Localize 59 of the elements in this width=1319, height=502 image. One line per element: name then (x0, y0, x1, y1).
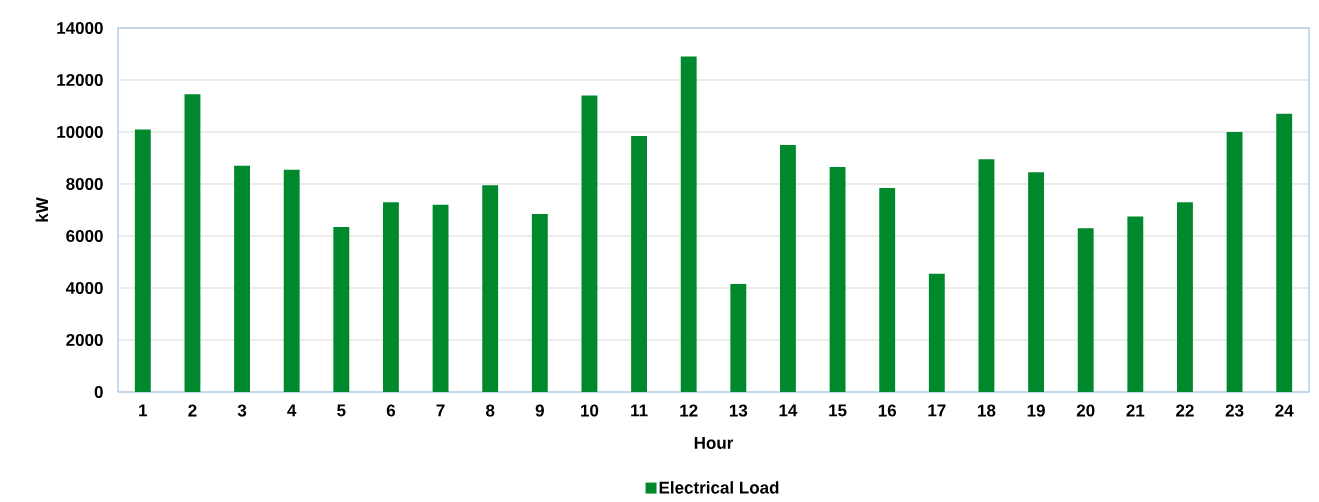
x-tick-label: 23 (1225, 404, 1244, 417)
y-tick-label: 0 (94, 385, 103, 399)
bar (134, 129, 151, 392)
bar (730, 284, 747, 392)
bar (1028, 172, 1045, 392)
x-tick-label: 6 (386, 404, 396, 417)
bar (1177, 202, 1193, 392)
bar (780, 145, 796, 392)
x-tick-label: 13 (729, 404, 748, 417)
bar (879, 187, 896, 392)
x-tick-label: 21 (1126, 404, 1145, 417)
x-tick-label: 22 (1176, 404, 1194, 417)
x-tick-label: 11 (631, 404, 648, 417)
x-tick-label: 3 (237, 404, 247, 417)
bar (482, 185, 499, 392)
x-tick-label: 16 (878, 404, 897, 417)
y-tick-label: 2000 (66, 333, 103, 347)
bar (928, 273, 945, 392)
x-tick-label: 20 (1076, 404, 1095, 417)
x-tick-label: 10 (581, 404, 599, 417)
x-axis-title: Hour (694, 437, 734, 449)
y-tick-label: 8000 (66, 177, 103, 191)
bar (581, 95, 598, 392)
x-tick-label: 14 (779, 404, 798, 417)
y-tick-label: 12000 (57, 73, 103, 87)
bar (631, 135, 648, 392)
bar (383, 202, 399, 392)
y-tick-label: 10000 (57, 125, 103, 139)
x-tick-label: 12 (680, 404, 698, 417)
x-tick-label: 7 (436, 404, 445, 417)
x-tick-label: 2 (188, 404, 197, 417)
bar (234, 165, 250, 392)
y-tick-label: 6000 (66, 229, 103, 243)
bar (283, 169, 300, 392)
bar (184, 94, 201, 392)
bar (978, 159, 995, 392)
x-tick-label: 17 (928, 404, 946, 417)
x-tick-label: 15 (829, 404, 847, 417)
y-tick-label: 4000 (65, 281, 103, 295)
bar (1276, 113, 1293, 392)
x-tick-label: 19 (1027, 404, 1045, 417)
bar (1077, 228, 1094, 392)
bar (432, 204, 449, 392)
x-tick-label: 5 (337, 404, 346, 417)
x-tick-label: 4 (287, 404, 297, 417)
bar (829, 167, 846, 392)
x-tick-label: 9 (535, 404, 544, 417)
x-tick-label: 24 (1275, 404, 1294, 417)
bar (680, 56, 697, 392)
y-tick-label: 14000 (57, 21, 103, 35)
bar (531, 213, 548, 392)
bar (1127, 216, 1144, 392)
x-tick-label: 8 (486, 404, 495, 417)
x-tick-label: 18 (978, 404, 996, 417)
bar (333, 226, 350, 392)
legend-label: Electrical Load (659, 481, 779, 494)
x-tick-label: 1 (139, 404, 148, 417)
bar (1226, 132, 1243, 392)
y-axis-title: kW (35, 197, 48, 222)
